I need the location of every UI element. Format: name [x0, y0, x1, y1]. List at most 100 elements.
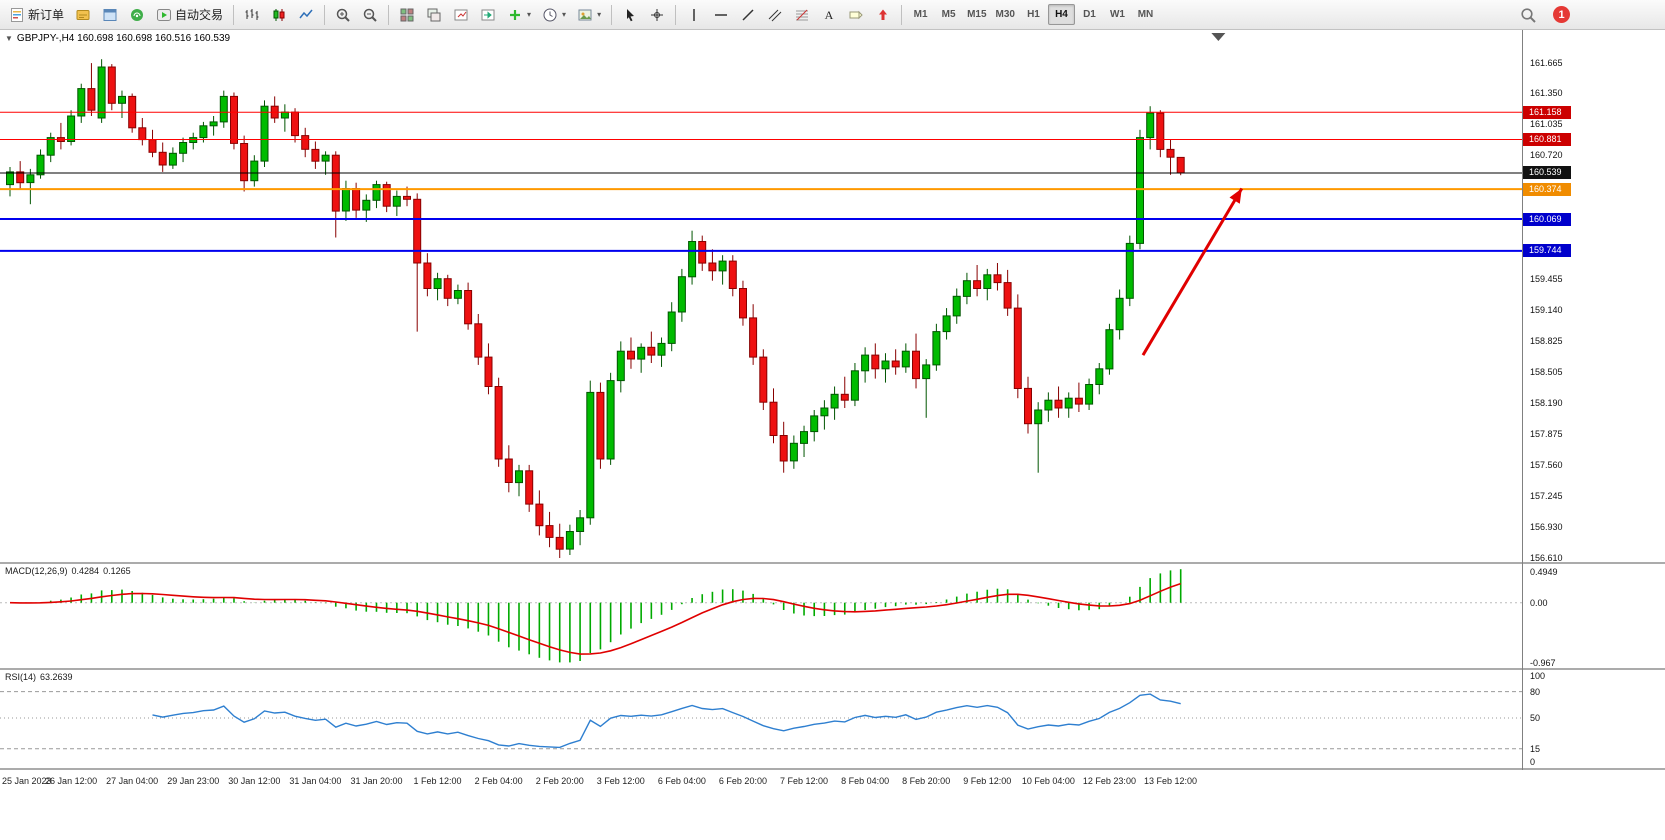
dropdown-arrow-icon[interactable]: ▾: [527, 10, 532, 19]
time-label: 30 Jan 12:00: [228, 776, 281, 786]
zoom-in-icon: [335, 7, 351, 23]
text-button[interactable]: A: [816, 3, 842, 27]
horizontal-line-button[interactable]: [708, 3, 734, 27]
toolbar-group-zoom: [330, 3, 383, 27]
market-watch-icon: [75, 7, 91, 23]
notification-badge[interactable]: 1: [1553, 6, 1570, 23]
arrows-icon: [875, 7, 891, 23]
panel-separator[interactable]: [0, 562, 1665, 564]
price-scale[interactable]: 161.665 161.350 161.035 160.720 159.455 159.1…: [1522, 30, 1665, 770]
price-line-badge: 161.158: [1523, 106, 1571, 119]
rsi-scale-label: 50: [1530, 713, 1541, 723]
text-icon: A: [821, 7, 837, 23]
timeframe-m5[interactable]: M5: [935, 4, 962, 25]
market-watch-button[interactable]: [70, 3, 96, 27]
main-chart-svg[interactable]: [0, 30, 1522, 562]
macd-header: MACD(12,26,9) 0.4284 0.1265: [5, 566, 135, 576]
quote-collapse-icon[interactable]: ▼: [5, 34, 13, 43]
time-label: 10 Feb 04:00: [1021, 776, 1075, 786]
chart-shift-marker[interactable]: [1211, 33, 1226, 41]
macd-svg: [0, 569, 1522, 663]
periods-icon: [542, 7, 558, 23]
rsi-label: RSI(14): [5, 672, 37, 682]
zoom-in-button[interactable]: [330, 3, 356, 27]
rsi-line: [152, 693, 1181, 749]
autotrading-button[interactable]: 自动交易: [151, 3, 228, 27]
periods-button[interactable]: ▾: [537, 3, 571, 27]
new-order-button[interactable]: 新订单: [4, 3, 69, 27]
toolbar-separator: [611, 4, 613, 25]
price-tick: 158.505: [1530, 367, 1563, 377]
tile-windows-button[interactable]: [394, 3, 420, 27]
time-label: 27 Jan 04:00: [106, 776, 159, 786]
timeframe-m1[interactable]: M1: [907, 4, 934, 25]
autoscroll-button[interactable]: [475, 3, 501, 27]
cursor-button[interactable]: [617, 3, 643, 27]
timeframe-mn[interactable]: MN: [1132, 4, 1159, 25]
dropdown-arrow-icon[interactable]: ▾: [597, 10, 602, 19]
toolbar-separator: [675, 4, 677, 25]
line-chart-icon: [298, 7, 314, 23]
time-label: 8 Feb 04:00: [841, 776, 890, 786]
chart-shift-button[interactable]: [448, 3, 474, 27]
rsi-value: 63.2639: [40, 672, 73, 682]
timeframe-m15[interactable]: M15: [963, 4, 990, 25]
price-line-badge: 160.881: [1523, 133, 1571, 146]
timeframe-d1[interactable]: D1: [1076, 4, 1103, 25]
candles[interactable]: [6, 59, 1185, 558]
dropdown-arrow-icon[interactable]: ▾: [562, 10, 567, 19]
channel-button[interactable]: [762, 3, 788, 27]
label-button[interactable]: [843, 3, 869, 27]
fibonacci-icon: [794, 7, 810, 23]
bar-chart-button[interactable]: [239, 3, 265, 27]
timeframe-m30[interactable]: M30: [992, 4, 1019, 25]
candlestick-icon: [271, 7, 287, 23]
toolbar-separator: [324, 4, 326, 25]
arrows-button[interactable]: [870, 3, 896, 27]
timeframe-h4[interactable]: H4: [1047, 4, 1075, 25]
price-tick: 161.035: [1530, 119, 1563, 129]
templates-button[interactable]: ▾: [572, 3, 606, 27]
trendline-button[interactable]: [735, 3, 761, 27]
time-label: 2 Feb 20:00: [535, 776, 584, 786]
navigator-button[interactable]: [124, 3, 150, 27]
time-label: 6 Feb 04:00: [657, 776, 706, 786]
price-tick: 158.190: [1530, 398, 1563, 408]
macd-value-signal: 0.1265: [103, 566, 131, 576]
data-window-button[interactable]: [97, 3, 123, 27]
fibonacci-button[interactable]: [789, 3, 815, 27]
macd-panel[interactable]: MACD(12,26,9) 0.4284 0.1265: [0, 564, 1522, 668]
panel-separator: [0, 768, 1665, 770]
cascade-windows-button[interactable]: [421, 3, 447, 27]
candlestick-button[interactable]: [266, 3, 292, 27]
crosshair-button[interactable]: [644, 3, 670, 27]
toolbar-group-chart-type: [239, 3, 319, 27]
indicators-button[interactable]: ▾: [502, 3, 536, 27]
rsi-panel[interactable]: RSI(14) 63.2639: [0, 670, 1522, 768]
line-chart-button[interactable]: [293, 3, 319, 27]
panel-separator[interactable]: [0, 668, 1665, 670]
trend-arrow[interactable]: [1141, 187, 1244, 356]
autotrading-label: 自动交易: [175, 8, 224, 22]
symbol-period-label: GBPJPY-,H4: [16, 33, 75, 44]
time-label: 8 Feb 20:00: [902, 776, 951, 786]
horizontal-line-icon: [713, 7, 729, 23]
time-axis[interactable]: 25 Jan 2023 26 Jan 12:00 27 Jan 04:00 29 Ja…: [0, 770, 1665, 794]
timeframe-w1[interactable]: W1: [1104, 4, 1131, 25]
price-lines[interactable]: [0, 111, 1522, 252]
chart-window: ▼ GBPJPY-,H4 160.698 160.698 160.516 160.…: [0, 30, 1665, 840]
price-tick: 156.610: [1530, 553, 1563, 563]
time-label: 9 Feb 12:00: [963, 776, 1012, 786]
zoom-out-button[interactable]: [357, 3, 383, 27]
search-button[interactable]: [1515, 3, 1541, 27]
vertical-line-button[interactable]: [681, 3, 707, 27]
time-label: 12 Feb 23:00: [1082, 776, 1136, 786]
vertical-line-icon: [686, 7, 702, 23]
time-label: 13 Feb 12:00: [1143, 776, 1198, 786]
timeframe-h1[interactable]: H1: [1020, 4, 1047, 25]
crosshair-icon: [649, 7, 665, 23]
price-tick: 157.875: [1530, 429, 1563, 439]
cascade-windows-icon: [426, 7, 442, 23]
main-chart-panel[interactable]: ▼ GBPJPY-,H4 160.698 160.698 160.516 160.…: [0, 30, 1522, 562]
